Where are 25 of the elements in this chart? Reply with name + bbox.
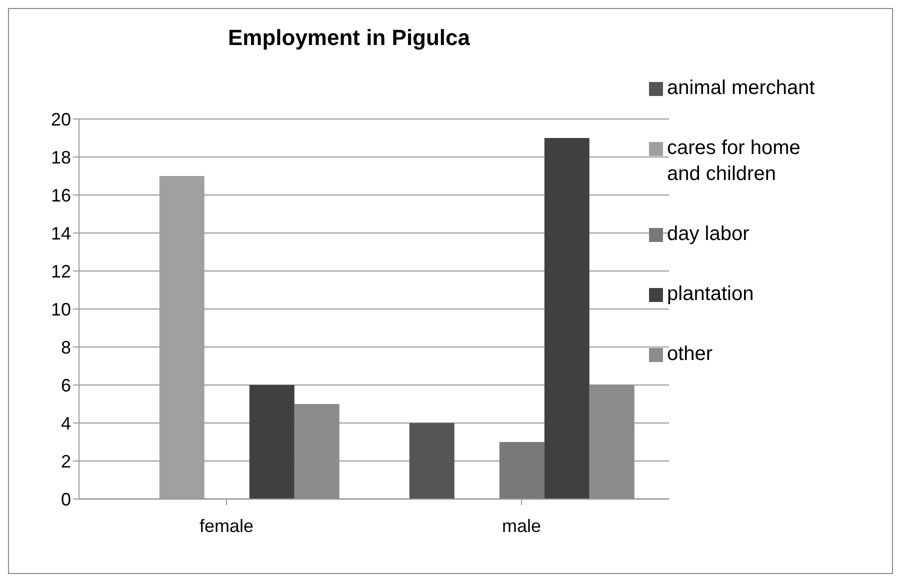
chart-title: Employment in Pigulca [226, 25, 472, 51]
bar [589, 385, 634, 499]
bar [544, 138, 590, 499]
y-tick-label: 18 [50, 147, 71, 168]
legend-label: day labor [667, 222, 750, 247]
legend-label: other [667, 342, 714, 367]
legend-label: plantation [667, 282, 755, 307]
y-tick-label: 2 [60, 451, 71, 472]
y-tick-label: 20 [50, 109, 71, 130]
x-tick-label: female [199, 516, 254, 536]
y-tick-label: 6 [60, 375, 71, 396]
bar [294, 404, 340, 499]
y-tick-label: 16 [50, 185, 71, 206]
y-tick-label: 12 [50, 261, 71, 282]
bar [409, 423, 454, 499]
y-tick-label: 10 [50, 299, 71, 320]
x-tick-label: male [502, 516, 542, 536]
legend-label: cares for home and children [667, 136, 802, 187]
bar [249, 385, 294, 499]
y-tick-label: 4 [60, 413, 71, 434]
y-tick-label: 0 [60, 489, 71, 510]
y-tick-label: 8 [60, 337, 71, 358]
y-tick-label: 14 [50, 223, 71, 244]
legend-label: animal merchant [667, 76, 816, 101]
bar [499, 442, 544, 499]
